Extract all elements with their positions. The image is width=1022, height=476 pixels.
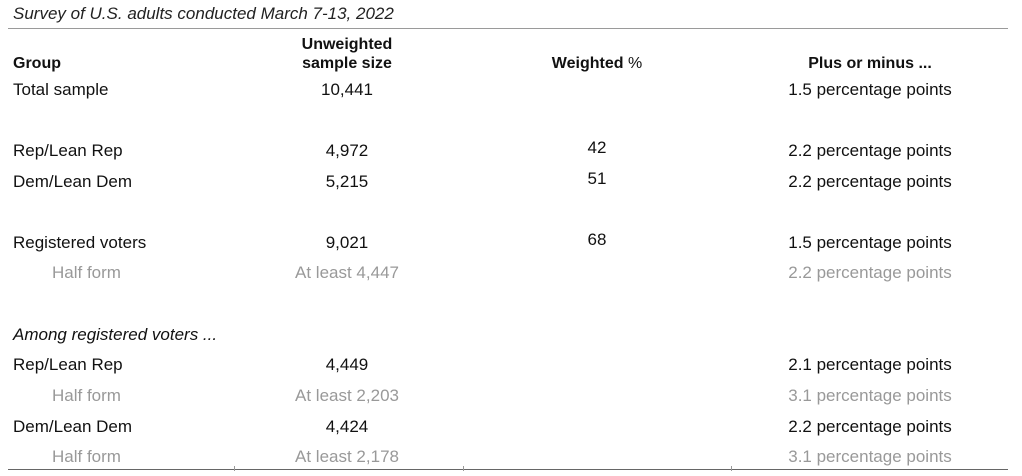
row-weighted-pct: 51	[587, 169, 607, 188]
row-margin-of-error: 3.1 percentage points	[788, 447, 952, 466]
table-row-half-form: Half form At least 2,203 3.1 percentage …	[0, 385, 1022, 407]
row-label: Rep/Lean Rep	[13, 141, 123, 160]
table-row-dem-lean-dem: Dem/Lean Dem 5,215 51 2.2 percentage poi…	[0, 169, 1022, 193]
table-section-registered-voters: Among registered voters ...	[0, 324, 1022, 346]
row-sample-size: 10,441	[321, 80, 373, 99]
column-header-weighted-label: Weighted	[551, 55, 624, 72]
row-label: Half form	[52, 386, 121, 405]
row-weighted-pct: 42	[587, 138, 607, 157]
row-margin-of-error: 2.1 percentage points	[788, 355, 952, 374]
table-row-half-form: Half form At least 4,447 2.2 percentage …	[0, 262, 1022, 284]
row-label: Dem/Lean Dem	[13, 172, 133, 191]
table-row-rv-rep-lean-rep: Rep/Lean Rep 4,449 2.1 percentage points	[0, 354, 1022, 376]
table-row-half-form: Half form At least 2,178 3.1 percentage …	[0, 446, 1022, 468]
row-sample-size: At least 2,178	[295, 447, 399, 466]
row-margin-of-error: 3.1 percentage points	[788, 386, 952, 405]
row-sample-size: 9,021	[325, 233, 369, 252]
row-label: Dem/Lean Dem	[13, 417, 133, 436]
row-margin-of-error: 2.2 percentage points	[788, 172, 952, 191]
row-label: Rep/Lean Rep	[13, 355, 123, 374]
table-row-registered-voters: Registered voters 9,021 68 1.5 percentag…	[0, 230, 1022, 254]
row-margin-of-error: 2.2 percentage points	[788, 417, 952, 436]
table-row-total-sample: Total sample 10,441 1.5 percentage point…	[0, 79, 1022, 101]
row-sample-size: At least 4,447	[295, 263, 399, 282]
row-label: Half form	[52, 447, 121, 466]
section-label: Among registered voters ...	[13, 325, 218, 344]
row-margin-of-error: 1.5 percentage points	[788, 80, 952, 99]
column-header-sample-line1: Unweighted	[301, 36, 393, 53]
column-header-margin-of-error: Plus or minus ...	[808, 55, 932, 72]
row-sample-size: 4,972	[325, 141, 369, 160]
table-bottom-rule	[8, 469, 1008, 470]
row-margin-of-error: 2.2 percentage points	[788, 263, 952, 282]
column-tick	[234, 466, 235, 471]
column-tick	[463, 466, 464, 471]
row-sample-size: 4,449	[325, 355, 369, 374]
column-header-group: Group	[13, 55, 61, 72]
row-weighted-pct: 68	[587, 230, 607, 249]
column-header-sample-size: Unweighted sample size	[247, 35, 447, 73]
row-label: Registered voters	[13, 233, 147, 252]
row-margin-of-error: 1.5 percentage points	[788, 233, 952, 252]
table-row-rep-lean-rep: Rep/Lean Rep 4,972 42 2.2 percentage poi…	[0, 138, 1022, 162]
row-label: Total sample	[13, 80, 109, 99]
row-sample-size: 4,424	[325, 417, 369, 436]
column-header-sample-line2: sample size	[302, 55, 392, 72]
survey-note: Survey of U.S. adults conducted March 7-…	[13, 4, 394, 23]
column-tick	[731, 466, 732, 471]
row-sample-size: 5,215	[325, 172, 369, 191]
row-sample-size: At least 2,203	[295, 386, 399, 405]
row-margin-of-error: 2.2 percentage points	[788, 141, 952, 160]
column-header-weighted: Weighted %	[497, 54, 697, 73]
column-header-weighted-pct: %	[627, 55, 643, 72]
row-label: Half form	[52, 263, 121, 282]
table-row-rv-dem-lean-dem: Dem/Lean Dem 4,424 2.2 percentage points	[0, 416, 1022, 438]
header-divider	[8, 28, 1008, 29]
